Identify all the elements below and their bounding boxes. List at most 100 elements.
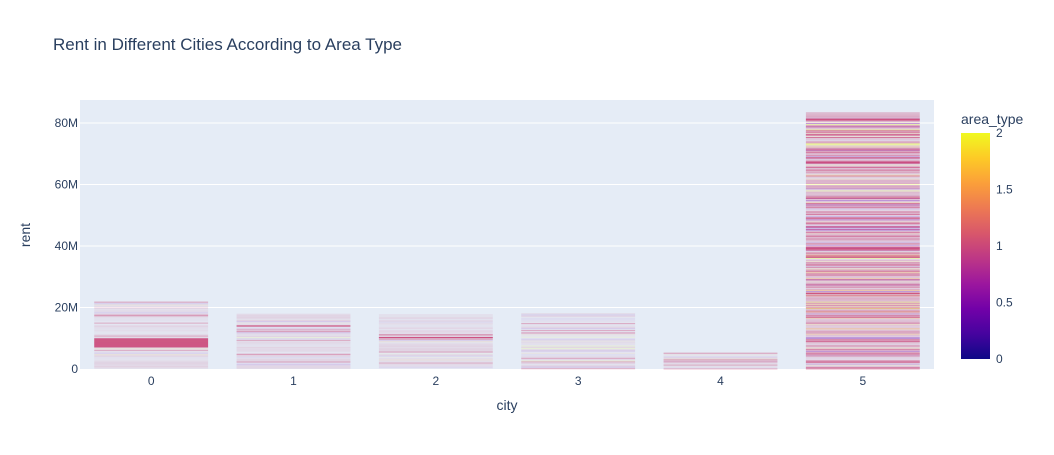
bar-segment bbox=[806, 200, 920, 201]
bar-segment bbox=[806, 122, 920, 123]
bar-segment bbox=[94, 363, 208, 365]
bar-line bbox=[521, 332, 635, 333]
x-tick-label: 1 bbox=[290, 374, 297, 388]
bar-segment bbox=[94, 351, 208, 353]
bar-segment bbox=[521, 313, 635, 314]
bar-line bbox=[806, 126, 920, 127]
bar-segment bbox=[806, 237, 920, 238]
bar-line bbox=[806, 339, 920, 340]
bar-line bbox=[806, 303, 920, 304]
bar-segment bbox=[237, 365, 351, 366]
bar-segment bbox=[94, 307, 208, 309]
bar-segment bbox=[521, 357, 635, 358]
bar-segment bbox=[806, 282, 920, 283]
bar-segment bbox=[94, 304, 208, 306]
bar-segment bbox=[806, 366, 920, 367]
bar-segment bbox=[806, 299, 920, 300]
bar-segment bbox=[237, 349, 351, 350]
bar-line bbox=[664, 365, 778, 366]
bar-segment bbox=[806, 358, 920, 359]
bar-line bbox=[94, 336, 208, 337]
bar-line bbox=[521, 330, 635, 331]
x-tick-label: 2 bbox=[432, 374, 439, 388]
bar-segment bbox=[806, 194, 920, 195]
bar-line bbox=[806, 323, 920, 324]
highlight-band bbox=[379, 337, 493, 338]
bar-segment bbox=[379, 322, 493, 323]
bar-segment bbox=[806, 125, 920, 126]
bar-line bbox=[521, 358, 635, 359]
bar-segment bbox=[806, 176, 920, 177]
bar-segment bbox=[806, 172, 920, 173]
bar-segment bbox=[94, 357, 208, 359]
bar-segment bbox=[806, 228, 920, 229]
bar-segment bbox=[521, 321, 635, 322]
bar-segment bbox=[379, 328, 493, 329]
bar-segment bbox=[94, 306, 208, 308]
bar-line bbox=[806, 305, 920, 306]
bar-segment bbox=[806, 324, 920, 325]
x-tick-label: 3 bbox=[575, 374, 582, 388]
bar-segment bbox=[806, 330, 920, 331]
bar-segment bbox=[806, 136, 920, 137]
bar-segment bbox=[237, 321, 351, 322]
bar-segment bbox=[806, 185, 920, 186]
bar-segment bbox=[806, 357, 920, 358]
bar-segment bbox=[806, 225, 920, 226]
bar-line bbox=[94, 323, 208, 324]
bar-segment bbox=[521, 350, 635, 351]
bar-line bbox=[806, 317, 920, 318]
bar-segment bbox=[806, 343, 920, 344]
bar-segment bbox=[94, 360, 208, 362]
bar-line bbox=[806, 367, 920, 368]
bar-city-3 bbox=[521, 313, 635, 369]
bar-segment bbox=[237, 315, 351, 316]
bar-segment bbox=[806, 209, 920, 210]
bar-segment bbox=[379, 318, 493, 319]
bar-line bbox=[806, 256, 920, 257]
bar-line bbox=[806, 307, 920, 308]
bar-line bbox=[379, 334, 493, 335]
bar-segment bbox=[806, 128, 920, 129]
bar-segment bbox=[521, 327, 635, 328]
bar-segment bbox=[379, 348, 493, 349]
bar-line bbox=[379, 363, 493, 364]
bar-segment bbox=[806, 258, 920, 259]
bar-line bbox=[806, 223, 920, 224]
bar-segment bbox=[806, 234, 920, 235]
bar-segment bbox=[806, 186, 920, 187]
bar-line bbox=[806, 285, 920, 286]
bar-segment bbox=[806, 144, 920, 145]
bar-segment bbox=[521, 349, 635, 350]
bar-segment bbox=[94, 330, 208, 332]
bar-line bbox=[94, 350, 208, 351]
bar-segment bbox=[237, 337, 351, 338]
bar-segment bbox=[806, 171, 920, 172]
bar-segment bbox=[521, 355, 635, 356]
bar-segment bbox=[521, 343, 635, 344]
bar-segment bbox=[806, 174, 920, 175]
bar-line bbox=[521, 361, 635, 362]
bar-segment bbox=[521, 316, 635, 317]
bar-segment bbox=[379, 353, 493, 354]
bar-segment bbox=[379, 367, 493, 368]
bar-line bbox=[806, 148, 920, 149]
bar-segment bbox=[806, 278, 920, 279]
colorbar-tick-label: 0.5 bbox=[996, 296, 1013, 310]
bar-segment bbox=[379, 356, 493, 357]
bar-segment bbox=[806, 251, 920, 252]
bar-segment bbox=[806, 242, 920, 243]
bar-segment bbox=[806, 312, 920, 313]
bar-segment bbox=[379, 325, 493, 326]
bar-line bbox=[806, 207, 920, 208]
bar-line bbox=[806, 361, 920, 362]
bar-segment bbox=[806, 321, 920, 322]
bar-segment bbox=[379, 314, 493, 315]
bar-segment bbox=[521, 339, 635, 340]
bar-line bbox=[94, 315, 208, 316]
bar-segment bbox=[806, 325, 920, 326]
bar-city-2 bbox=[379, 314, 493, 369]
bar-segment bbox=[806, 159, 920, 160]
bar-segment bbox=[237, 319, 351, 320]
